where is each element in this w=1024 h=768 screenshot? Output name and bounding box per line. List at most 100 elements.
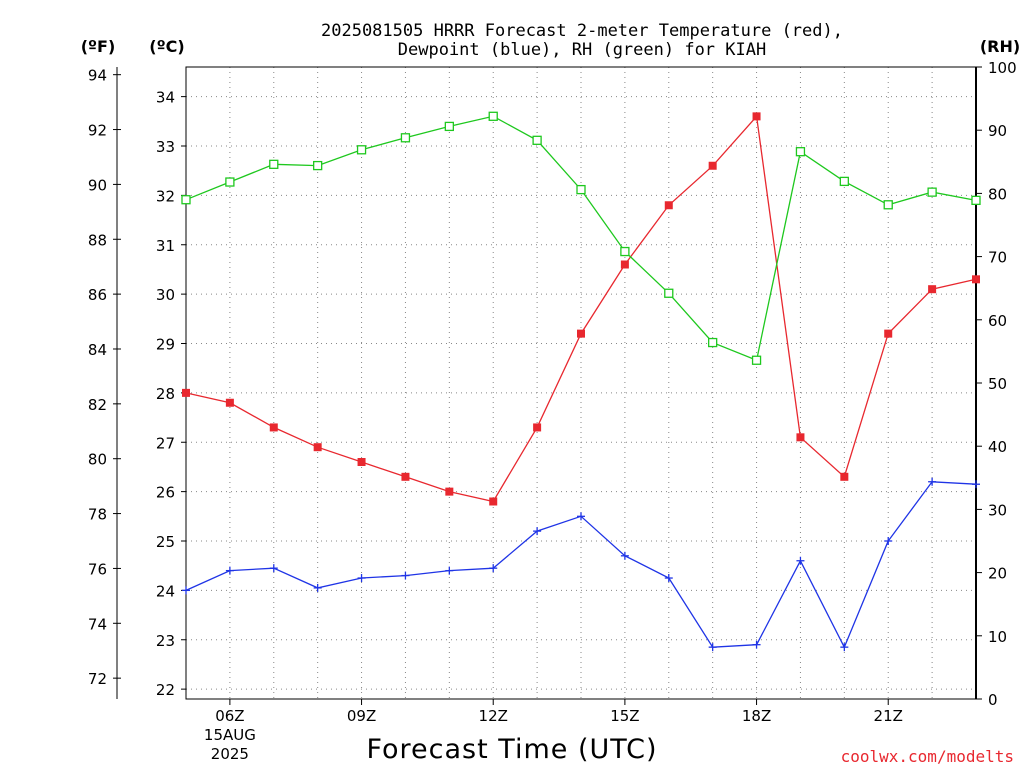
series-rh (181, 111, 981, 365)
fahrenheit-tick-label: 90 (88, 176, 107, 194)
data-point-marker (840, 643, 849, 652)
data-point-marker (401, 472, 410, 481)
celsius-tick-label: 28 (156, 385, 175, 403)
fahrenheit-tick-label: 86 (88, 286, 107, 304)
data-point-marker (752, 112, 761, 121)
fahrenheit-tick-label: 78 (88, 506, 107, 524)
data-point-marker (928, 285, 937, 294)
fahrenheit-tick-label: 84 (88, 341, 107, 359)
data-point-marker (577, 512, 585, 521)
series-line (185, 114, 977, 503)
rh-tick-label: 50 (988, 375, 1007, 393)
rh-tick-label: 70 (988, 249, 1007, 267)
celsius-tick-label: 24 (156, 582, 175, 600)
data-point-marker (269, 564, 278, 573)
x-tick-label: 21Z (874, 707, 903, 725)
axes (113, 66, 982, 705)
data-point-marker (576, 184, 586, 195)
x-tick-label: 15Z (610, 707, 639, 725)
data-point-marker (313, 583, 322, 592)
series-dewpoint (182, 477, 980, 652)
data-point-marker (182, 586, 190, 595)
data-point-marker (839, 176, 849, 187)
x-tick-year-label: 2025 (211, 745, 249, 763)
series-temperature (182, 112, 980, 506)
x-tick-label: 09Z (347, 707, 376, 725)
data-point-marker (927, 187, 937, 197)
rh-tick-label: 40 (988, 438, 1007, 456)
data-point-marker (752, 640, 761, 649)
data-point-marker (664, 201, 673, 210)
data-point-marker (225, 566, 234, 575)
data-point-marker (269, 423, 278, 432)
celsius-tick-label: 25 (156, 533, 175, 551)
data-point-marker (620, 246, 630, 257)
chart-title-line1: 2025081505 HRRR Forecast 2-meter Tempera… (321, 21, 843, 41)
rh-tick-label: 100 (988, 59, 1017, 77)
fahrenheit-tick-label: 94 (88, 67, 107, 85)
x-axis-label: Forecast Time (UTC) (366, 734, 657, 765)
data-point-marker (181, 195, 191, 205)
data-point-marker (577, 329, 585, 338)
data-point-marker (883, 200, 893, 210)
data-point-marker (489, 564, 498, 573)
data-point-marker (664, 288, 674, 298)
data-point-marker (445, 487, 454, 496)
data-point-marker (445, 566, 454, 575)
data-point-marker (884, 537, 893, 545)
celsius-tick-label: 32 (156, 187, 175, 205)
data-point-marker (357, 574, 366, 583)
data-point-marker (972, 480, 980, 489)
data-point-marker (444, 121, 454, 132)
fahrenheit-tick-label: 76 (88, 560, 107, 578)
data-point-marker (840, 472, 849, 481)
data-point-marker (269, 159, 279, 169)
data-point-marker (796, 556, 805, 565)
rh-tick-label: 80 (988, 185, 1007, 203)
data-point-marker (357, 458, 366, 466)
fahrenheit-tick-label: 82 (88, 396, 107, 414)
rh-tick-label: 20 (988, 565, 1007, 583)
celsius-tick-label: 23 (156, 632, 175, 650)
data-point-marker (928, 477, 937, 486)
data-point-marker (795, 147, 806, 157)
rh-tick-label: 10 (988, 628, 1007, 646)
fahrenheit-tick-label: 88 (88, 231, 107, 249)
data-point-marker (225, 398, 234, 407)
data-point-marker (533, 423, 542, 432)
fahrenheit-unit-label: (ºF) (81, 37, 116, 56)
data-point-marker (620, 260, 629, 269)
data-point-marker (488, 111, 498, 121)
data-point-marker (313, 443, 322, 452)
data-point-marker (708, 161, 717, 170)
tick-labels: 72 74 76 78 80 82 84 86 88 90 92 94 22 23 24 25 26 27 28 29… (88, 59, 1017, 763)
grid-lines (186, 67, 976, 699)
celsius-tick-label: 29 (156, 336, 175, 354)
fahrenheit-tick-label: 72 (88, 670, 107, 688)
celsius-tick-label: 26 (156, 484, 175, 502)
x-tick-label: 18Z (742, 707, 771, 725)
data-point-marker (708, 337, 718, 348)
celsius-tick-label: 22 (156, 681, 175, 699)
celsius-unit-label: (ºC) (149, 37, 184, 56)
x-tick-date-label: 15AUG (204, 726, 256, 744)
data-point-marker (533, 527, 542, 536)
celsius-tick-label: 34 (156, 89, 175, 107)
fahrenheit-tick-label: 92 (88, 122, 107, 140)
rh-tick-label: 0 (988, 691, 998, 709)
celsius-tick-label: 31 (156, 237, 175, 255)
rh-tick-label: 90 (988, 122, 1007, 140)
celsius-tick-label: 33 (156, 138, 175, 156)
data-point-marker (664, 574, 673, 583)
data-point-marker (532, 135, 542, 145)
series-plot (181, 111, 981, 652)
data-point-marker (356, 145, 367, 155)
credit-text: coolwx.com/modelts (841, 747, 1014, 766)
celsius-tick-label: 30 (156, 286, 175, 304)
fahrenheit-tick-label: 80 (88, 451, 107, 469)
data-point-marker (182, 388, 190, 397)
x-tick-label: 12Z (479, 707, 508, 725)
data-point-marker (971, 195, 981, 206)
x-tick-label: 06Z (215, 707, 244, 725)
